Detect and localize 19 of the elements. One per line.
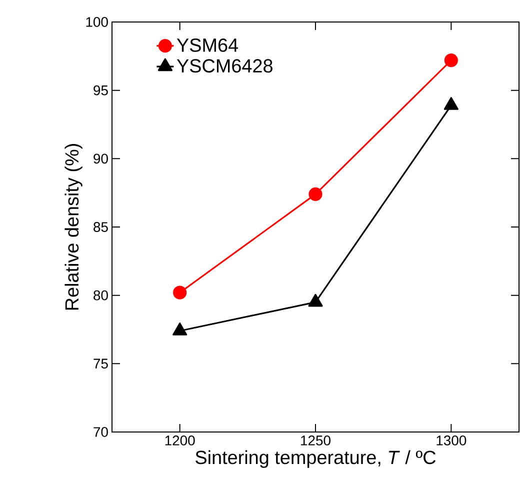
x-tick-label: 1250 [301,436,330,446]
y-tick-label: 80 [94,290,108,300]
point [308,187,322,201]
point [308,294,323,307]
point [172,322,188,336]
point [173,286,187,300]
y-axis-title: Relative density (%) [64,144,82,310]
y-tick-label: 70 [94,427,108,437]
x-tick-label: 1200 [165,436,195,446]
y-tick-label: 85 [94,222,108,232]
y-tick-label: 90 [94,154,108,164]
legend-label: YSCM6428 [176,59,272,73]
point [444,53,458,68]
x-tick-label: 1300 [436,436,466,446]
y-tick-label: 100 [86,17,108,27]
y-tick-label: 95 [94,85,108,96]
legend-label: YSM64 [176,38,238,52]
y-tick-label: 75 [94,358,108,369]
x-axis-title: Sintering temperature, T / ºC [196,450,436,468]
